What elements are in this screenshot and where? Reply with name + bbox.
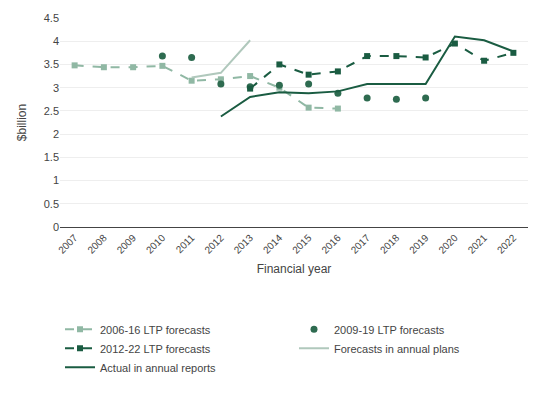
svg-text:2018: 2018 (378, 232, 402, 256)
svg-text:2008: 2008 (85, 232, 109, 256)
svg-text:2022: 2022 (495, 232, 519, 256)
svg-text:3.5: 3.5 (44, 58, 59, 70)
svg-text:Forecasts in annual plans: Forecasts in annual plans (334, 343, 460, 355)
svg-text:Actual in annual reports: Actual in annual reports (100, 362, 216, 374)
svg-text:4: 4 (53, 35, 59, 47)
svg-text:2014: 2014 (261, 232, 285, 256)
svg-text:2: 2 (53, 128, 59, 140)
svg-text:2017: 2017 (349, 232, 373, 256)
svg-text:2012-22 LTP forecasts: 2012-22 LTP forecasts (100, 343, 211, 355)
svg-text:2009: 2009 (115, 232, 139, 256)
svg-text:2012: 2012 (202, 232, 226, 256)
svg-text:3: 3 (53, 82, 59, 94)
svg-text:2007: 2007 (56, 232, 80, 256)
svg-text:2010: 2010 (144, 232, 168, 256)
svg-text:0.5: 0.5 (44, 198, 59, 210)
svg-text:2009-19 LTP forecasts: 2009-19 LTP forecasts (334, 324, 445, 336)
svg-text:0: 0 (53, 221, 59, 233)
svg-text:1: 1 (53, 174, 59, 186)
svg-text:2015: 2015 (290, 232, 314, 256)
svg-text:2011: 2011 (174, 232, 197, 255)
svg-text:2020: 2020 (436, 232, 460, 256)
svg-text:2019: 2019 (407, 232, 431, 256)
svg-text:1.5: 1.5 (44, 151, 59, 163)
svg-text:2021: 2021 (466, 232, 490, 256)
svg-text:2006-16 LTP forecasts: 2006-16 LTP forecasts (100, 324, 211, 336)
svg-text:$billion: $billion (15, 104, 29, 141)
svg-text:4.5: 4.5 (44, 12, 59, 24)
svg-text:2016: 2016 (319, 232, 343, 256)
svg-text:2013: 2013 (232, 232, 256, 256)
svg-text:Financial year: Financial year (257, 262, 332, 276)
svg-text:2.5: 2.5 (44, 105, 59, 117)
